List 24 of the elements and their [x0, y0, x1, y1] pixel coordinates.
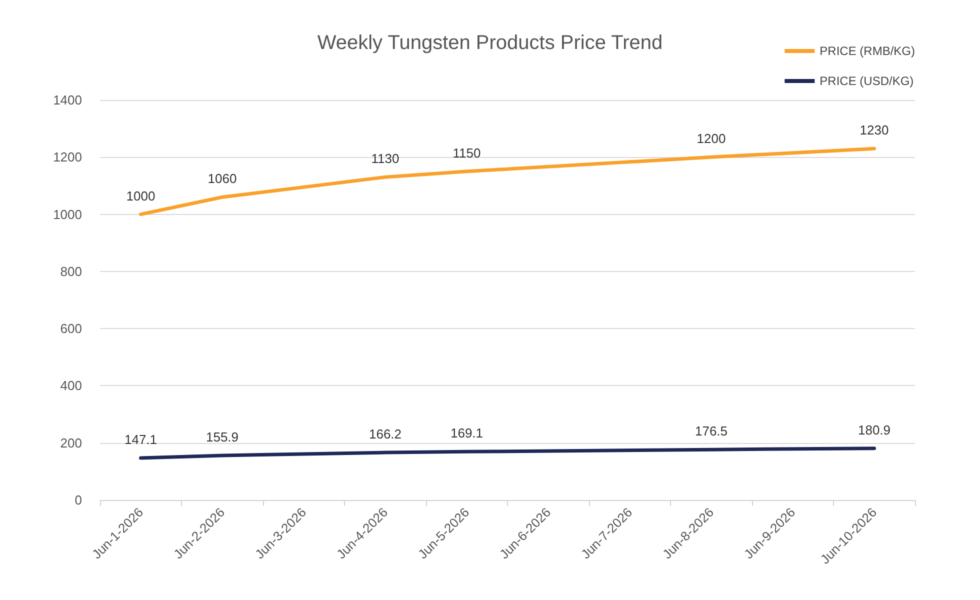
line-series [139, 446, 876, 460]
chart-title: Weekly Tungsten Products Price Trend [317, 32, 663, 54]
data-label: 1150 [452, 145, 481, 160]
data-label: 180.9 [858, 422, 891, 438]
y-tick-label: 1000 [53, 206, 82, 222]
legend-label: PRICE (USD/KG) [820, 74, 914, 88]
data-label: 176.5 [694, 424, 728, 439]
data-label: 166.2 [368, 426, 402, 442]
y-tick-label: 1200 [53, 150, 82, 165]
y-tick-label: 800 [60, 264, 82, 279]
data-label: 1000 [126, 188, 156, 204]
data-label: 1060 [208, 171, 237, 186]
y-tick-label: 1400 [53, 92, 82, 108]
data-label: 147.1 [124, 432, 158, 447]
legend-label: PRICE (RMB/KG) [820, 44, 916, 58]
data-label: 1230 [860, 122, 889, 138]
data-label: 1130 [371, 151, 400, 166]
y-tick-label: 400 [60, 378, 82, 394]
data-label: 169.1 [450, 426, 484, 441]
y-tick-label: 600 [60, 321, 82, 336]
data-label: 155.9 [206, 429, 239, 444]
y-tick-label: 0 [74, 492, 82, 508]
data-label: 1200 [696, 131, 726, 146]
y-tick-label: 200 [60, 435, 82, 450]
